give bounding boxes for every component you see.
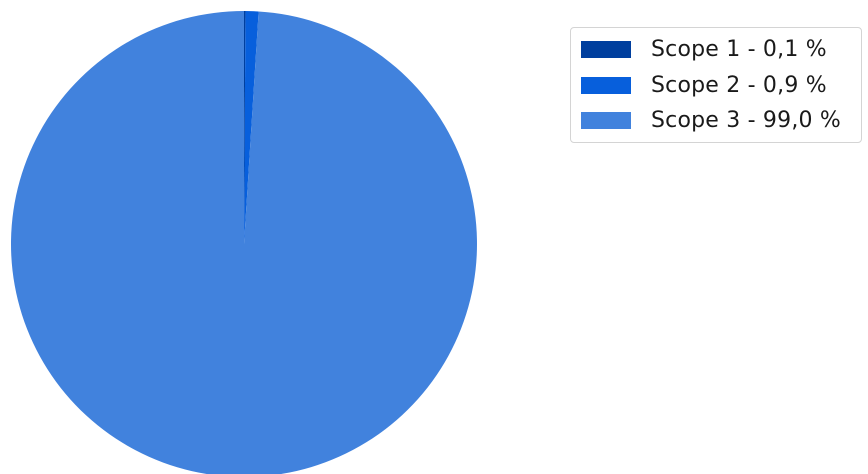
chart-legend: Scope 1 - 0,1 % Scope 2 - 0,9 % Scope 3 … (570, 27, 862, 143)
legend-item-scope-3: Scope 3 - 99,0 % (581, 107, 841, 133)
pie-slices (11, 11, 477, 474)
legend-swatch-scope-3 (581, 111, 631, 129)
legend-item-scope-2: Scope 2 - 0,9 % (581, 72, 827, 98)
pie-slice-scope-2 (244, 11, 259, 244)
pie-slice-scope-3 (11, 11, 477, 474)
legend-label-scope-1: Scope 1 - 0,1 % (651, 36, 827, 62)
legend-item-scope-1: Scope 1 - 0,1 % (581, 36, 827, 62)
legend-label-scope-3: Scope 3 - 99,0 % (651, 107, 842, 133)
legend-swatch-scope-1 (581, 40, 631, 58)
legend-label-scope-2: Scope 2 - 0,9 % (651, 72, 827, 98)
legend-swatch-scope-2 (581, 76, 631, 94)
pie-slice-scope-1 (244, 11, 246, 244)
